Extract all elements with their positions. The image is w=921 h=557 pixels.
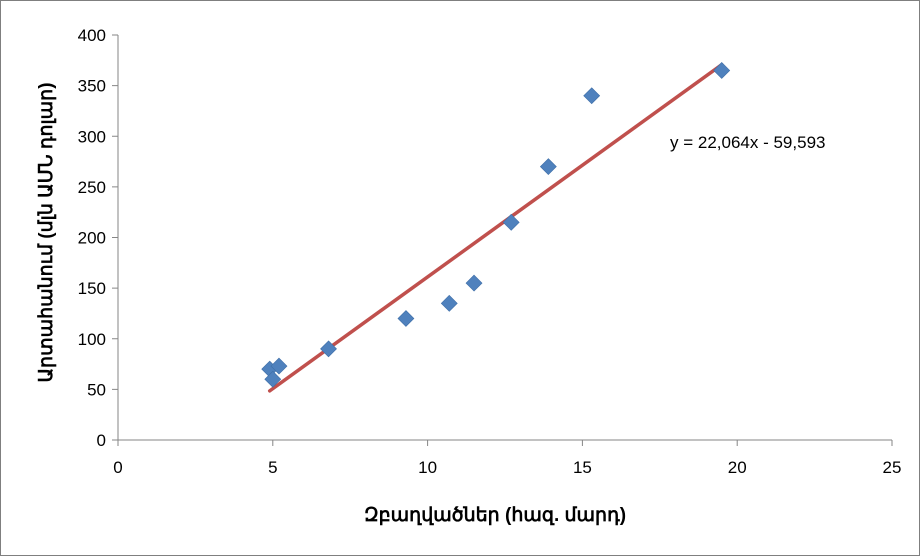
x-tick-label: 15 — [573, 458, 592, 477]
x-tick-label: 25 — [883, 458, 902, 477]
x-tick-label: 0 — [113, 458, 122, 477]
axes — [112, 34, 893, 446]
data-point — [539, 158, 557, 176]
x-tick-label: 10 — [418, 458, 437, 477]
data-point — [320, 340, 337, 358]
y-axis-title: Արտահանում (մլն ԱՄՆ դոլար) — [36, 82, 57, 382]
trendline-group — [267, 62, 724, 393]
y-tick-label: 50 — [87, 380, 106, 399]
y-tick-label: 350 — [78, 77, 106, 96]
x-tick-label: 5 — [268, 458, 277, 477]
x-axis-title: Զբաղվածներ (հազ. մարդ) — [364, 505, 626, 526]
x-tick-label: 20 — [728, 458, 747, 477]
data-point — [713, 62, 731, 79]
y-tick-label: 150 — [78, 279, 106, 298]
data-point — [583, 87, 601, 105]
y-tick-label: 200 — [78, 229, 106, 248]
tick-labels: 0 50 100 150 200 250 300 350 400 0 5 10 15 20 25 — [78, 26, 902, 477]
data-point — [465, 274, 483, 292]
data-point — [264, 370, 282, 388]
y-tick-label: 100 — [78, 330, 106, 349]
data-points — [261, 62, 731, 388]
y-tick-label: 250 — [78, 178, 106, 197]
trendline-equation: y = 22,064x - 59,593 — [670, 133, 825, 152]
data-point — [502, 213, 520, 231]
y-tick-label: 300 — [78, 127, 106, 146]
data-point — [440, 294, 458, 312]
trendline — [267, 62, 724, 393]
data-point — [270, 357, 288, 375]
y-tick-label: 400 — [78, 26, 106, 45]
data-point — [397, 310, 415, 327]
y-tick-label: 0 — [97, 431, 106, 450]
